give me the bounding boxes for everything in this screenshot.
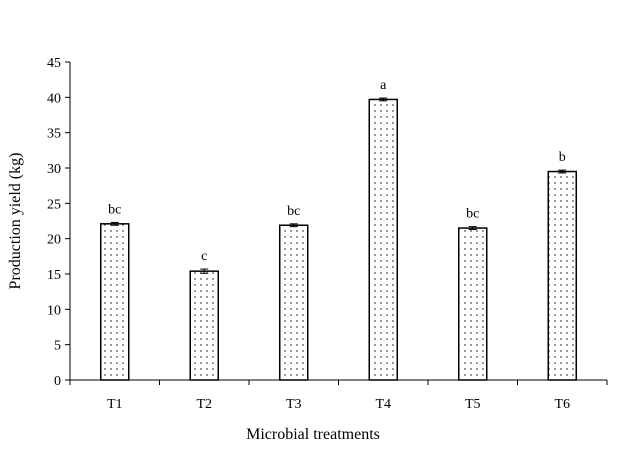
bars: bc c bc a bc b	[100, 78, 577, 381]
significance-label: bc	[466, 207, 479, 222]
y-tick-label: 10	[47, 303, 61, 318]
x-tick-label: T4	[375, 397, 391, 412]
x-tick-label: T3	[286, 397, 302, 412]
bar	[100, 223, 130, 381]
x-axis-title: Microbial treatments	[246, 426, 380, 443]
y-tick-label: 40	[47, 91, 61, 106]
x-tick-label: T6	[554, 397, 570, 412]
y-axis-title: Production yield (kg)	[7, 153, 24, 290]
y-tick-label: 25	[47, 197, 61, 212]
significance-label: b	[559, 150, 566, 165]
x-tick-label: T1	[107, 397, 123, 412]
y-tick-label: 0	[54, 374, 61, 389]
y-tick-label: 30	[47, 162, 61, 177]
significance-label: a	[380, 78, 387, 93]
x-axis: T1 T2 T3 T4 T5 T6	[69, 379, 608, 412]
y-tick-label: 15	[47, 268, 61, 283]
bar	[368, 98, 398, 381]
significance-label: bc	[287, 204, 300, 219]
bar	[279, 224, 309, 381]
significance-label: c	[201, 249, 207, 264]
y-tick-label: 35	[47, 127, 61, 142]
y-tick-label: 20	[47, 233, 61, 248]
bar	[547, 170, 577, 381]
bar	[189, 270, 219, 381]
x-tick-label: T2	[196, 397, 212, 412]
y-axis: 0 5 10 15 20 25 30 35 40 45	[47, 56, 71, 389]
bar	[458, 227, 488, 381]
y-tick-label: 45	[47, 56, 61, 71]
y-tick-label: 5	[54, 339, 61, 354]
significance-label: bc	[108, 202, 121, 217]
x-tick-label: T5	[465, 397, 481, 412]
